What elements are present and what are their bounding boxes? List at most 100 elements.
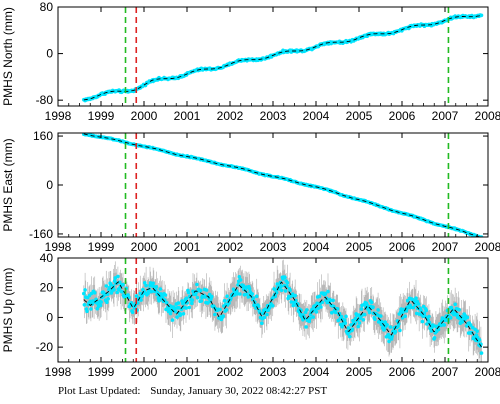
data-points xyxy=(82,13,484,103)
data-point xyxy=(382,327,387,332)
data-point xyxy=(143,281,147,285)
x-tick-label: 2004 xyxy=(303,109,330,123)
data-point xyxy=(344,314,348,319)
data-point xyxy=(373,317,377,322)
data-point xyxy=(307,319,312,324)
data-point xyxy=(199,299,204,303)
x-tick-label: 1998 xyxy=(45,109,72,123)
data-point xyxy=(92,291,97,295)
data-point xyxy=(260,321,264,326)
data-point xyxy=(139,298,143,302)
data-point xyxy=(116,274,120,279)
data-point xyxy=(184,306,188,310)
data-point xyxy=(195,295,200,300)
data-point xyxy=(168,311,173,316)
data-point xyxy=(224,308,229,312)
data-point xyxy=(285,281,290,285)
data-point xyxy=(146,291,150,296)
panel-1: 1998 1999 2000 2001 2002 2003 2004 2005 2006 2007… xyxy=(1,129,500,254)
data-point xyxy=(367,310,372,315)
x-tick-label: 2003 xyxy=(260,365,287,379)
y-axis-label: PMHS East (mm) xyxy=(1,138,15,231)
x-tick-label: 2000 xyxy=(131,109,158,123)
x-tick-label: 2000 xyxy=(131,365,158,379)
data-point xyxy=(308,316,312,321)
data-point xyxy=(283,289,288,293)
x-tick-label: 2008 xyxy=(475,240,500,254)
data-point xyxy=(340,324,344,329)
x-tick-label: 2000 xyxy=(131,240,158,254)
data-point xyxy=(414,296,418,301)
data-point xyxy=(99,300,103,304)
data-point xyxy=(308,312,313,317)
x-tick-label: 1999 xyxy=(88,109,115,123)
data-point xyxy=(320,300,325,305)
data-point xyxy=(393,329,398,334)
data-point xyxy=(333,310,338,315)
data-point xyxy=(243,288,248,293)
data-point xyxy=(342,318,347,322)
data-point xyxy=(326,289,330,294)
data-point xyxy=(118,280,122,285)
data-point xyxy=(138,291,143,296)
data-point xyxy=(195,282,199,287)
data-point xyxy=(251,296,256,300)
model-line xyxy=(83,281,482,348)
data-point xyxy=(385,323,389,327)
data-point xyxy=(388,325,393,329)
data-point xyxy=(158,287,163,291)
x-tick-label: 2007 xyxy=(432,109,459,123)
data-point xyxy=(419,308,423,313)
y-tick-label: 160 xyxy=(33,129,53,143)
data-point xyxy=(154,285,159,289)
data-point xyxy=(115,290,119,295)
data-point xyxy=(475,329,479,334)
data-point xyxy=(221,314,225,318)
data-point xyxy=(173,310,178,314)
data-point xyxy=(236,283,240,287)
data-point xyxy=(319,305,323,309)
data-point xyxy=(175,315,179,319)
data-point xyxy=(311,315,316,319)
data-point xyxy=(88,299,92,304)
data-points xyxy=(82,133,484,237)
x-tick-label: 2001 xyxy=(174,365,201,379)
data-point xyxy=(247,287,252,291)
data-point xyxy=(396,322,401,326)
data-point xyxy=(283,275,287,280)
x-tick-label: 2002 xyxy=(217,109,244,123)
data-points xyxy=(82,274,484,355)
data-point xyxy=(305,308,309,312)
x-tick-label: 2003 xyxy=(260,240,287,254)
data-point xyxy=(163,293,168,297)
data-point xyxy=(121,282,125,287)
data-point xyxy=(134,294,139,298)
data-point xyxy=(376,308,380,312)
x-tick-label: 2004 xyxy=(303,240,330,254)
data-point xyxy=(423,314,427,319)
data-point xyxy=(479,351,484,355)
data-point xyxy=(356,324,361,329)
data-point xyxy=(429,329,434,333)
y-tick-label: 0 xyxy=(46,178,53,192)
data-point xyxy=(274,290,279,295)
x-tick-label: 2001 xyxy=(174,109,201,123)
data-point xyxy=(398,328,402,333)
plot-updated-footer: Plot Last Updated: Sunday, January 30, 2… xyxy=(58,385,334,397)
data-point xyxy=(349,323,353,327)
y-tick-label: 0 xyxy=(46,47,53,61)
data-point xyxy=(106,297,110,301)
data-point xyxy=(453,302,458,307)
y-tick-label: 20 xyxy=(40,281,54,295)
plot-area xyxy=(82,133,484,237)
data-point xyxy=(457,307,461,312)
data-point xyxy=(113,276,118,280)
data-point xyxy=(416,302,421,306)
panel-0: 1998 1999 2000 2001 2002 2003 2004 2005 2006 2007… xyxy=(1,0,500,123)
data-point xyxy=(369,300,374,305)
model-line xyxy=(83,14,482,101)
y-axis-label: PMHS North (mm) xyxy=(1,7,15,106)
x-tick-label: 2005 xyxy=(346,365,373,379)
x-tick-label: 2002 xyxy=(217,365,244,379)
data-point xyxy=(213,312,217,317)
